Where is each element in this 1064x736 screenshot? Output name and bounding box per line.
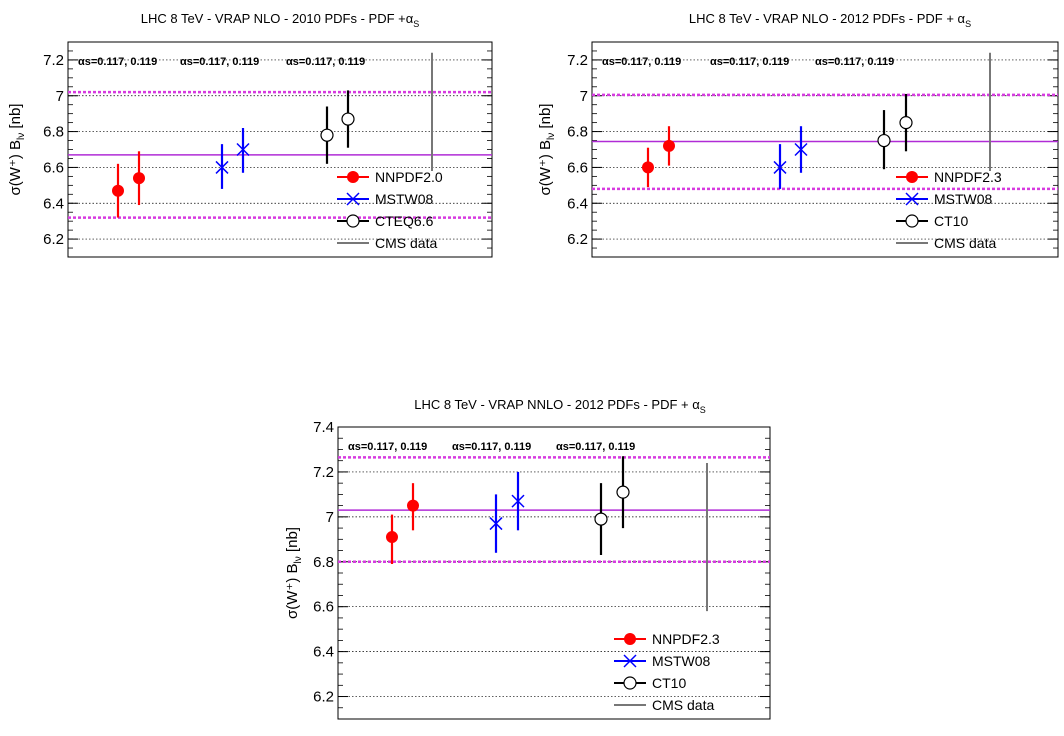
y-axis-label-unit: [nb] bbox=[537, 104, 554, 133]
legend-ct10-swatch bbox=[623, 676, 637, 690]
y-tick-label: 6.4 bbox=[313, 644, 334, 661]
y-axis-label-text: σ(W⁺) B bbox=[537, 140, 554, 196]
chart-title-subscript: S bbox=[700, 405, 706, 415]
y-tick-label: 6.6 bbox=[43, 159, 64, 176]
y-axis-label-subscript: lν bbox=[546, 133, 557, 140]
chart-title-subscript: S bbox=[965, 19, 971, 29]
chart-title-alpha: α bbox=[692, 397, 700, 412]
point-ct10-1-marker bbox=[594, 512, 608, 526]
y-tick-label: 7.2 bbox=[313, 464, 334, 481]
chart-title-text: LHC 8 TeV - VRAP NLO - 2010 PDFs - PDF + bbox=[141, 11, 406, 26]
y-axis-label-unit: [nb] bbox=[284, 527, 301, 556]
y-axis-label: σ(W⁺) Blν [nb] bbox=[537, 104, 557, 196]
chart-panel-3: LHC 8 TeV - VRAP NNLO - 2012 PDFs - PDF … bbox=[284, 397, 771, 720]
y-tick-label: 7.2 bbox=[43, 52, 64, 69]
legend-mstw08-swatch bbox=[905, 192, 919, 206]
point-ct10-1-marker bbox=[877, 133, 891, 148]
y-tick-label: 6.2 bbox=[567, 231, 588, 248]
legend-mstw08-swatch bbox=[623, 654, 637, 668]
point-mstw08-1-marker bbox=[215, 160, 229, 174]
chart-title-text: LHC 8 TeV - VRAP NLO - 2012 PDFs - PDF + bbox=[689, 11, 958, 26]
y-axis-label: σ(W⁺) Blν [nb] bbox=[284, 527, 304, 619]
y-tick-label: 7.2 bbox=[567, 52, 588, 69]
legend-mstw08-label: MSTW08 bbox=[652, 653, 711, 669]
alphas-annotation: αs=0.117, 0.119 bbox=[180, 56, 259, 68]
y-tick-label: 7 bbox=[580, 88, 588, 105]
chart-title: LHC 8 TeV - VRAP NLO - 2012 PDFs - PDF +… bbox=[689, 11, 971, 29]
y-axis-label: σ(W⁺) Blν [nb] bbox=[7, 104, 27, 196]
point-ct10-2-marker bbox=[899, 116, 913, 130]
legend-nnpdf2-0-swatch bbox=[347, 171, 359, 183]
y-tick-label: 6.4 bbox=[43, 195, 64, 212]
legend-nnpdf2-3-label: NNPDF2.3 bbox=[652, 631, 720, 647]
point-cteq6-6-2-marker bbox=[341, 112, 355, 126]
plot-frame bbox=[591, 41, 1059, 258]
alphas-annotation: αs=0.117, 0.119 bbox=[602, 56, 681, 68]
y-tick-label: 6.6 bbox=[313, 599, 334, 616]
point-nnpdf2-3-2-marker bbox=[407, 499, 419, 512]
legend-mstw08-label: MSTW08 bbox=[375, 191, 434, 207]
legend-nnpdf2-3-swatch bbox=[906, 171, 918, 183]
legend-cms-data-label: CMS data bbox=[652, 697, 714, 713]
y-tick-label: 6.2 bbox=[313, 689, 334, 706]
point-nnpdf2-3-2-marker bbox=[663, 139, 675, 152]
legend-ct10-label: CT10 bbox=[652, 675, 686, 691]
alphas-annotation: αs=0.117, 0.119 bbox=[815, 56, 894, 68]
chart-title: LHC 8 TeV - VRAP NLO - 2010 PDFs - PDF +… bbox=[141, 11, 420, 29]
point-nnpdf2-3-1-marker bbox=[642, 161, 654, 174]
point-mstw08-2-marker bbox=[794, 142, 808, 157]
y-axis-label-subscript: lν bbox=[16, 133, 27, 140]
legend-nnpdf2-3-label: NNPDF2.3 bbox=[934, 169, 1002, 185]
point-ct10-2-marker bbox=[616, 485, 630, 499]
legend-cteq6-6-swatch bbox=[346, 214, 360, 228]
legend-cms-data-label: CMS data bbox=[375, 235, 437, 251]
point-nnpdf2-0-2-marker bbox=[133, 172, 145, 185]
y-tick-label: 7 bbox=[56, 88, 64, 105]
y-tick-label: 6.8 bbox=[567, 124, 588, 141]
y-axis-label-text: σ(W⁺) B bbox=[284, 563, 301, 619]
chart-title-alpha: α bbox=[958, 11, 966, 26]
plot-frame bbox=[337, 426, 771, 720]
y-tick-label: 6.4 bbox=[567, 195, 588, 212]
legend-mstw08-swatch bbox=[346, 192, 360, 206]
y-tick-label: 6.8 bbox=[43, 124, 64, 141]
y-axis-label-text: σ(W⁺) B bbox=[7, 140, 24, 196]
y-axis-label-unit: [nb] bbox=[7, 104, 24, 133]
point-mstw08-2-marker bbox=[511, 494, 525, 508]
y-tick-label: 7.4 bbox=[313, 419, 334, 436]
y-tick-label: 6.8 bbox=[313, 554, 334, 571]
y-tick-label: 7 bbox=[326, 509, 334, 526]
chart-title-alpha: α bbox=[406, 11, 414, 26]
alphas-annotation: αs=0.117, 0.119 bbox=[78, 56, 157, 68]
point-nnpdf2-3-1-marker bbox=[386, 531, 398, 544]
point-cteq6-6-1-marker bbox=[320, 128, 334, 142]
legend-nnpdf2-0-label: NNPDF2.0 bbox=[375, 169, 443, 185]
chart-title-text: LHC 8 TeV - VRAP NNLO - 2012 PDFs - PDF … bbox=[414, 397, 692, 412]
chart-title-subscript: S bbox=[413, 19, 419, 29]
legend-cms-data-label: CMS data bbox=[934, 235, 996, 251]
legend-ct10-swatch bbox=[905, 214, 919, 228]
point-mstw08-1-marker bbox=[489, 517, 503, 531]
y-tick-label: 6.2 bbox=[43, 231, 64, 248]
alphas-annotation: αs=0.117, 0.119 bbox=[348, 441, 427, 453]
chart-title: LHC 8 TeV - VRAP NNLO - 2012 PDFs - PDF … bbox=[414, 397, 706, 415]
chart-panel-1: LHC 8 TeV - VRAP NLO - 2010 PDFs - PDF +… bbox=[7, 11, 493, 258]
y-axis-label-subscript: lν bbox=[293, 556, 304, 563]
alphas-annotation: αs=0.117, 0.119 bbox=[556, 441, 635, 453]
alphas-annotation: αs=0.117, 0.119 bbox=[710, 56, 789, 68]
point-mstw08-1-marker bbox=[773, 160, 787, 174]
legend-ct10-label: CT10 bbox=[934, 213, 968, 229]
alphas-annotation: αs=0.117, 0.119 bbox=[286, 56, 365, 68]
alphas-annotation: αs=0.117, 0.119 bbox=[452, 441, 531, 453]
chart-panel-2: LHC 8 TeV - VRAP NLO - 2012 PDFs - PDF +… bbox=[537, 11, 1059, 258]
legend-mstw08-label: MSTW08 bbox=[934, 191, 993, 207]
legend-nnpdf2-3-swatch bbox=[624, 633, 636, 645]
point-nnpdf2-0-1-marker bbox=[112, 184, 124, 197]
point-mstw08-2-marker bbox=[236, 142, 250, 157]
legend-cteq6-6-label: CTEQ6.6 bbox=[375, 213, 434, 229]
y-tick-label: 6.6 bbox=[567, 159, 588, 176]
